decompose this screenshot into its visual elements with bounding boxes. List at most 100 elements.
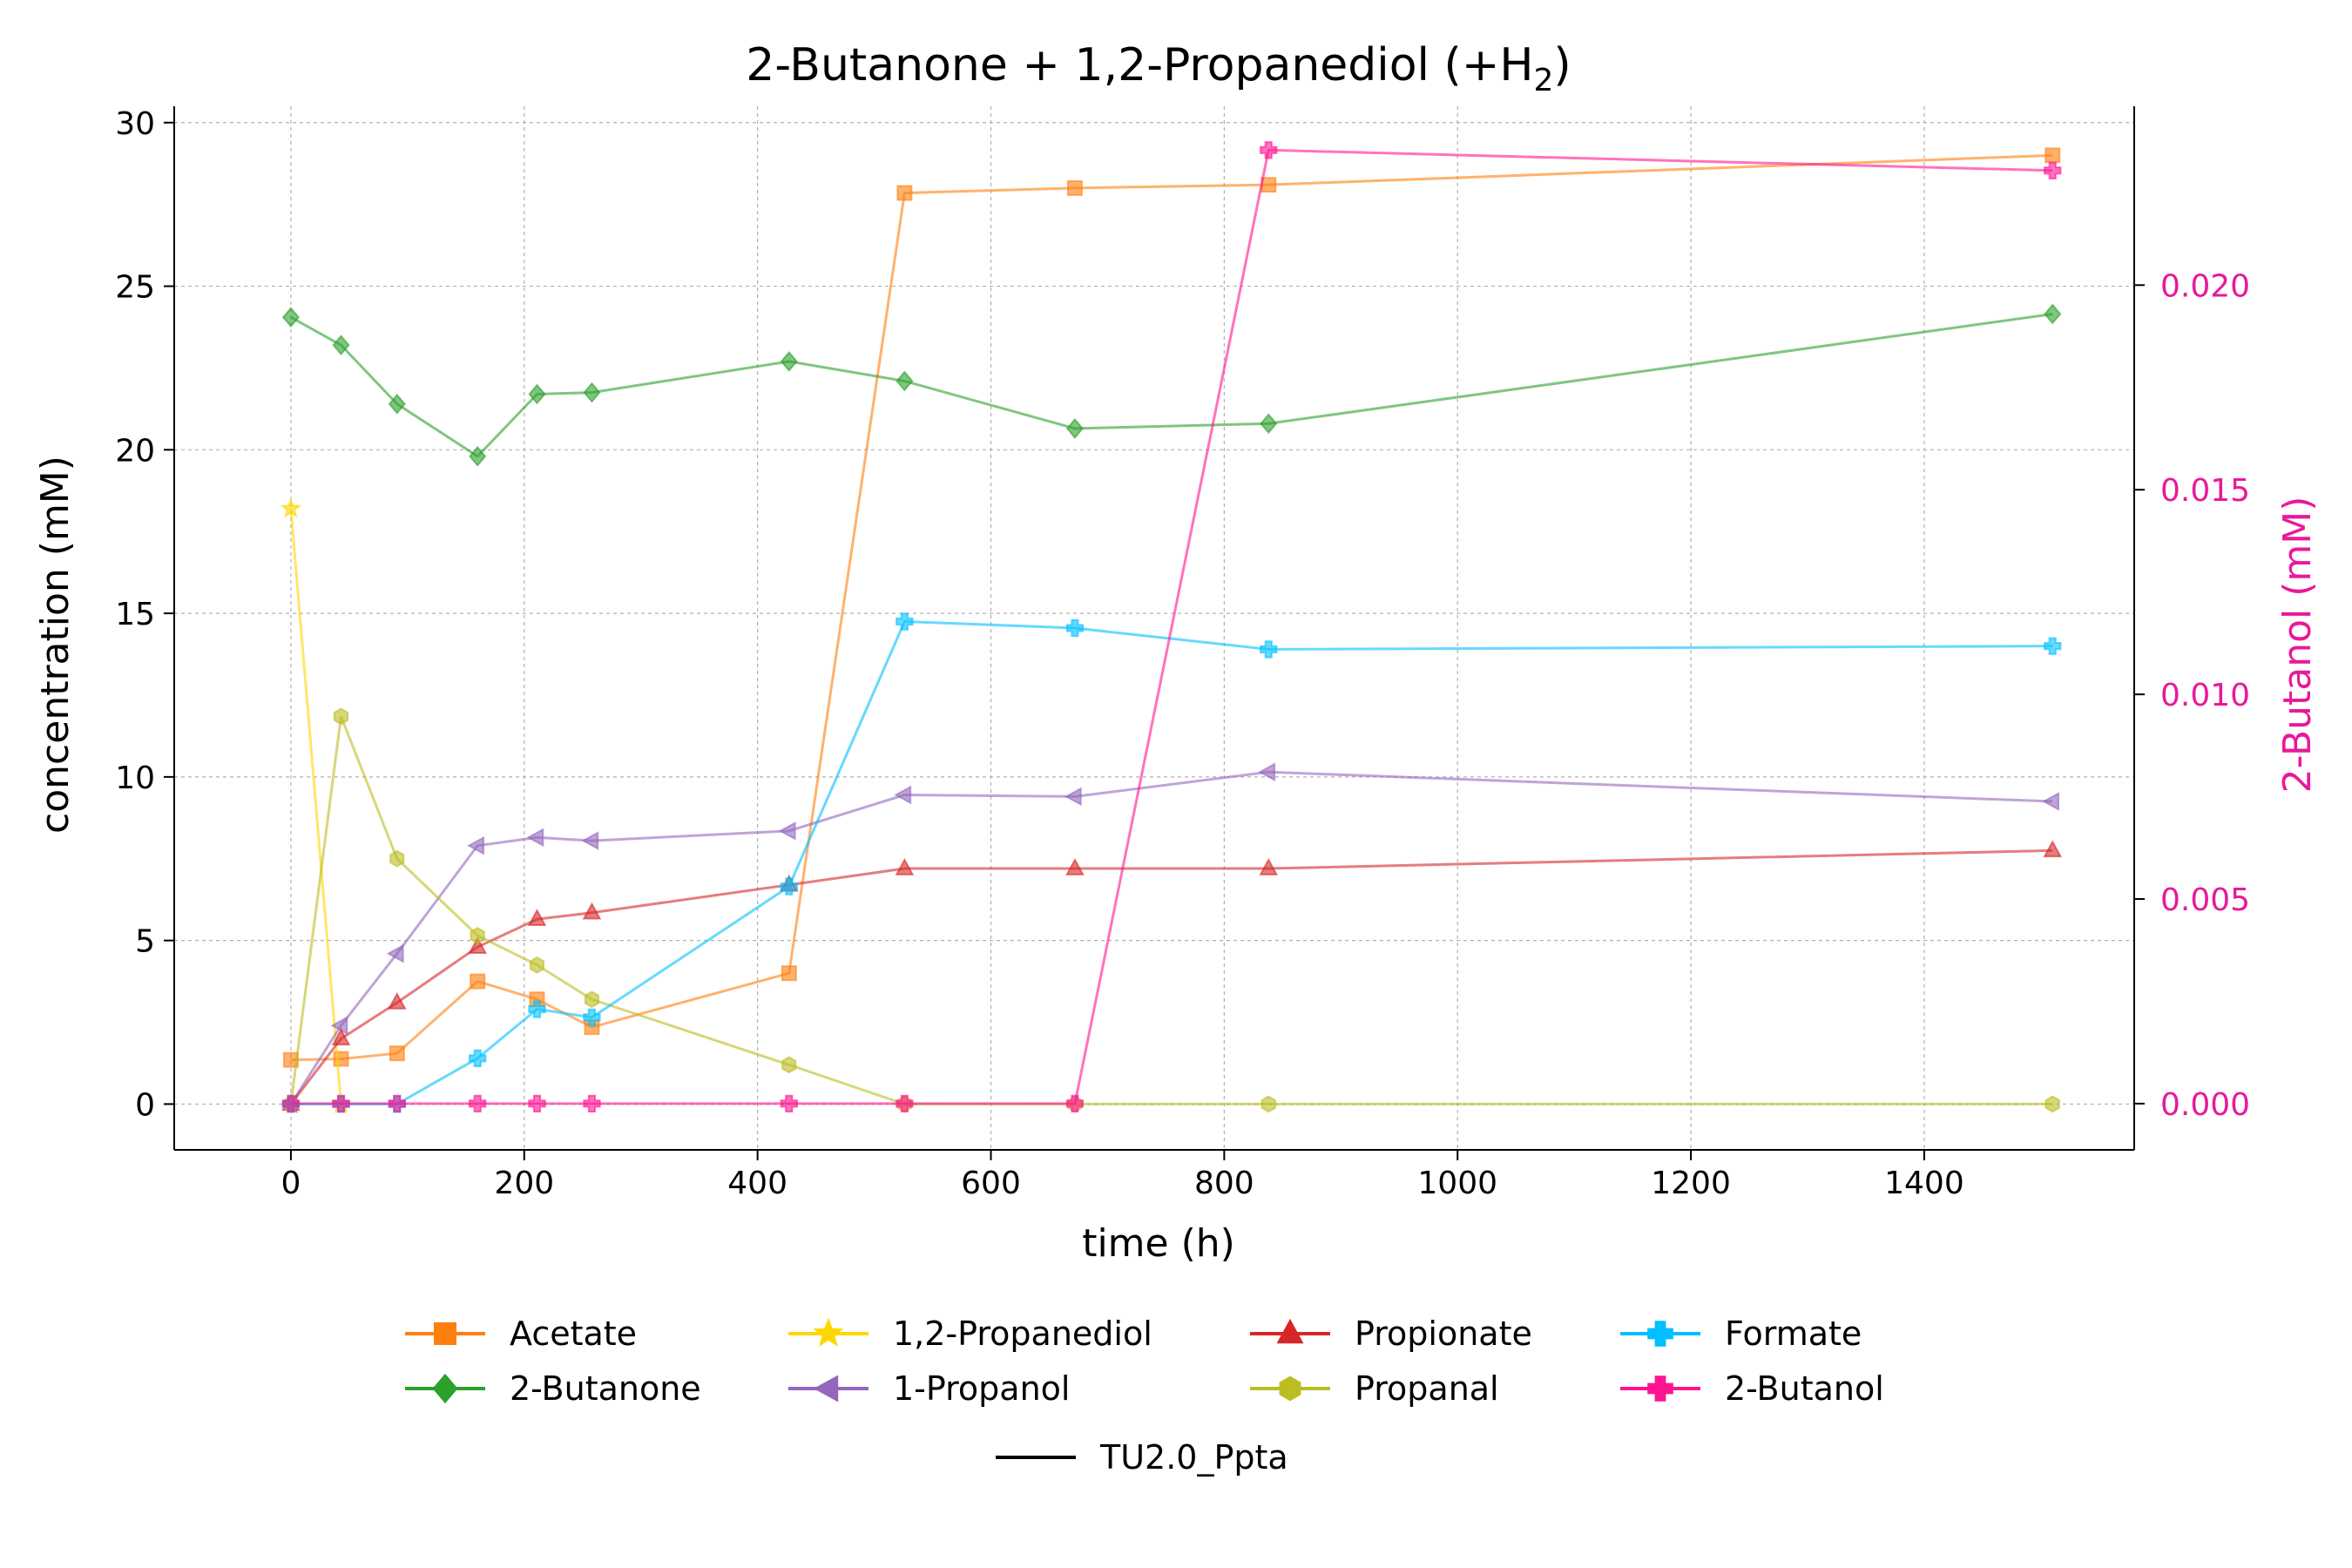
legend-entry-1-2-propanediol: 1,2-Propanediol xyxy=(788,1315,1152,1353)
data-point-acetate xyxy=(389,1045,405,1062)
legend-label: Propanal xyxy=(1355,1369,1499,1408)
series-acetate xyxy=(282,147,2061,1068)
x-tick-label: 1000 xyxy=(1417,1166,1497,1201)
data-point-propanal xyxy=(333,707,349,726)
y-right-tick-label: 0.000 xyxy=(2160,1087,2250,1123)
legend-label: 1-Propanol xyxy=(893,1369,1070,1408)
data-point-1-propanol xyxy=(1064,787,1082,807)
y-tick-label: 10 xyxy=(115,760,155,796)
data-point-2-butanol xyxy=(528,1094,546,1113)
data-point-propionate xyxy=(331,1028,351,1046)
x-tick-label: 800 xyxy=(1194,1166,1254,1201)
y-right-tick-label: 0.005 xyxy=(2160,882,2250,918)
legend-label: 2-Butanol xyxy=(1725,1369,1884,1408)
data-point-acetate xyxy=(781,965,797,982)
data-point-propanal xyxy=(529,956,545,974)
data-point-propionate xyxy=(895,857,915,875)
legend-marker xyxy=(1276,1318,1304,1344)
legend-label: 2-Butanone xyxy=(510,1369,701,1408)
legend-entry-2-butanone: 2-Butanone xyxy=(405,1369,701,1408)
legend-entry-propanal: Propanal xyxy=(1250,1369,1499,1408)
legend-label: Acetate xyxy=(510,1315,637,1353)
data-point-formate xyxy=(1260,640,1278,659)
series-line-2-butanol xyxy=(290,148,2053,1105)
grid-layer xyxy=(174,106,2134,1150)
legend-marker xyxy=(813,1317,844,1347)
data-point-2-butanone xyxy=(780,350,798,372)
data-point-2-butanol xyxy=(388,1094,407,1113)
series-1-propanol xyxy=(280,762,2060,1114)
data-point-propionate xyxy=(582,902,602,920)
data-point-1-propanol xyxy=(778,821,796,841)
y-right-tick-label: 0.015 xyxy=(2160,473,2250,509)
data-point-2-butanol xyxy=(583,1094,601,1113)
legend-entry-strain: TU2.0_Ppta xyxy=(996,1438,1288,1477)
data-point-propionate xyxy=(1065,857,1085,875)
data-point-2-butanone xyxy=(1260,413,1278,435)
y-axis-label: concentration (mM) xyxy=(33,456,78,834)
data-point-propanal xyxy=(470,927,485,944)
data-point-2-butanol xyxy=(780,1094,799,1113)
data-point-acetate xyxy=(1066,179,1083,196)
series-1-2-propanediol xyxy=(280,497,353,1114)
series-line-acetate xyxy=(290,153,2053,1062)
legend: Acetate 2-Butanone 1,2-Propanediol 1-Propan… xyxy=(405,1315,1884,1477)
series-line-formate xyxy=(290,619,2053,1105)
data-point-propanal xyxy=(584,990,600,1009)
data-point-propionate xyxy=(2043,840,2063,858)
data-point-propionate xyxy=(527,909,547,927)
data-point-propanal xyxy=(1260,1095,1276,1113)
data-point-propionate xyxy=(468,936,488,954)
data-point-2-butanol xyxy=(1065,1094,1085,1113)
data-point-2-butanol xyxy=(2044,161,2062,179)
legend-label: Formate xyxy=(1725,1315,1862,1353)
x-tick-label: 600 xyxy=(961,1166,1021,1201)
data-point-2-butanol xyxy=(281,1094,301,1113)
legend-entry-2-butanol: 2-Butanol xyxy=(1620,1369,1884,1408)
data-point-formate xyxy=(896,612,914,631)
data-point-2-butanol xyxy=(896,1094,914,1113)
legend-label: TU2.0_Ppta xyxy=(1099,1438,1288,1477)
data-point-formate xyxy=(1065,618,1085,638)
y-tick-label: 5 xyxy=(135,924,155,960)
series-layer xyxy=(280,141,2063,1114)
series-propanal xyxy=(283,707,2060,1113)
series-formate xyxy=(281,612,2062,1113)
series-line-1-2-propanediol xyxy=(289,508,343,1105)
x-tick-label: 400 xyxy=(727,1166,787,1201)
x-tick-label: 1400 xyxy=(1884,1166,1964,1201)
data-point-1-propanol xyxy=(467,835,485,855)
legend-entry-propionate: Propionate xyxy=(1250,1315,1532,1353)
data-point-acetate xyxy=(470,973,486,990)
legend-label: Propionate xyxy=(1355,1315,1532,1353)
series-propionate xyxy=(281,840,2063,1112)
data-point-1-propanol xyxy=(330,1016,348,1036)
data-point-1-propanol xyxy=(894,785,912,805)
legend-marker xyxy=(432,1373,458,1404)
legend-label: 1,2-Propanediol xyxy=(893,1315,1152,1353)
data-point-2-butanone xyxy=(2044,303,2062,325)
data-point-2-butanone xyxy=(388,393,406,415)
data-point-formate xyxy=(780,877,799,896)
legend-entry-formate: Formate xyxy=(1620,1315,1862,1353)
axes-layer: 0 200 400 600 800 1000 1200 1400 0 5 10 15 20 25 30 0.0… xyxy=(115,106,2250,1201)
data-point-2-butanol xyxy=(1260,141,1278,159)
data-point-1-propanol xyxy=(526,828,544,848)
legend-marker xyxy=(434,1322,456,1345)
series-line-2-butanone xyxy=(290,312,2053,458)
legend-entry-acetate: Acetate xyxy=(405,1315,637,1353)
data-point-formate xyxy=(583,1008,601,1027)
data-point-1-2-propanediol xyxy=(280,497,302,518)
data-point-1-propanol xyxy=(2042,792,2060,811)
data-point-2-butanone xyxy=(528,383,546,405)
series-2-butanone xyxy=(281,303,2062,467)
legend-marker xyxy=(813,1375,839,1402)
y-tick-label: 20 xyxy=(115,433,155,469)
data-point-2-butanol xyxy=(332,1094,350,1113)
data-point-acetate xyxy=(896,185,913,201)
y-axis-label-right: 2-Butanol (mM) xyxy=(2275,497,2320,794)
data-point-acetate xyxy=(2044,147,2061,164)
data-point-propanal xyxy=(389,849,405,868)
data-point-propionate xyxy=(387,991,407,1010)
